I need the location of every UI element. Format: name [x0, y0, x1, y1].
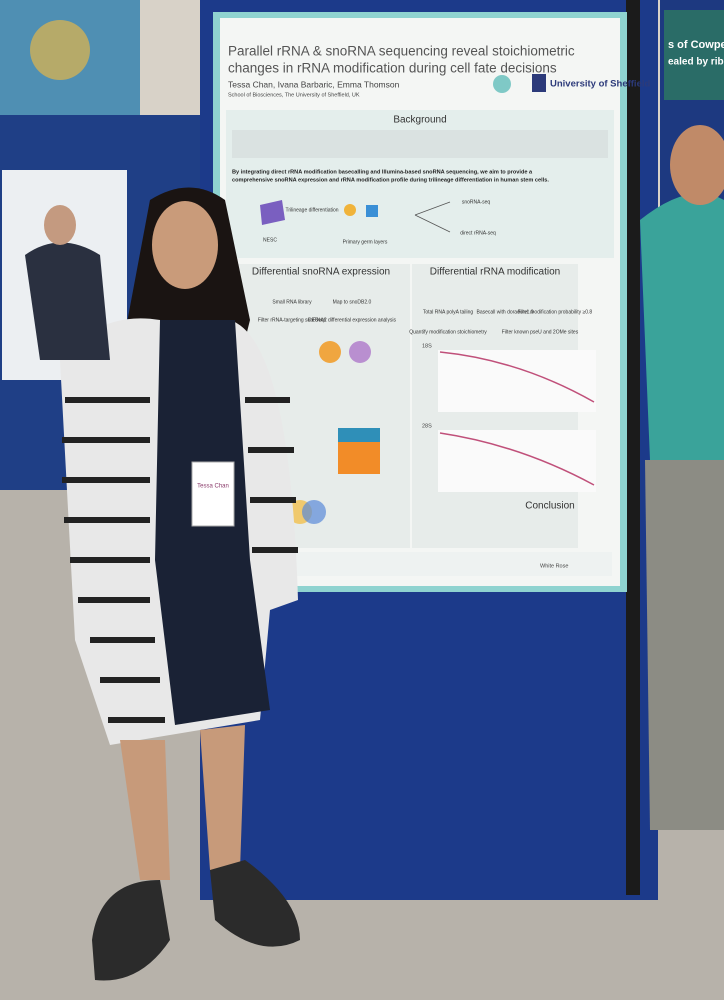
plot-label: 18S	[422, 343, 432, 349]
section-heading: Conclusion	[525, 501, 574, 512]
badge-name: Tessa Chan	[197, 484, 229, 490]
cell-icon	[344, 204, 356, 216]
neighbor-text: s of Cowpe	[668, 39, 724, 51]
name-badge	[191, 461, 235, 527]
face	[152, 201, 218, 289]
diagram-label: Trilineage differentiation	[285, 207, 338, 213]
authors: Tessa Chan, Ivana Barbaric, Emma Thomson	[228, 79, 400, 89]
logo	[493, 75, 511, 93]
cell-icon	[260, 200, 285, 225]
flow-step: Quantify modification stoichiometry	[409, 329, 487, 335]
university: University of Sheffield	[550, 79, 650, 90]
venn	[302, 500, 326, 524]
flow-step: Total RNA polyA tailing	[423, 309, 474, 315]
arrow	[414, 214, 451, 233]
painting-detail	[30, 20, 90, 80]
bystander-face	[44, 205, 76, 245]
diagram-label: NESC	[263, 237, 277, 243]
diagram-label: direct rRNA-seq	[460, 230, 496, 236]
poster-title: changes in rRNA modification during cell…	[228, 61, 557, 76]
diagram-label: Primary germ layers	[343, 239, 388, 245]
logo	[532, 74, 546, 92]
board-frame	[626, 0, 640, 895]
flow-step: DESeq2 differential expression analysis	[308, 317, 397, 323]
poster-title: Parallel rRNA & snoRNA sequencing reveal…	[228, 44, 575, 59]
flow-step: Filter modification probability ≥0.8	[518, 309, 593, 315]
plot-curve	[439, 351, 595, 403]
bystander-face	[670, 125, 724, 205]
bystander	[25, 242, 110, 360]
funder: White Rose	[540, 563, 568, 569]
aim: comprehensive snoRNA expression and rRNA…	[232, 177, 549, 183]
shoes	[92, 860, 300, 981]
pie-chart	[349, 341, 371, 363]
plot	[438, 350, 596, 412]
bystander-trousers	[645, 460, 724, 830]
legs	[120, 725, 245, 880]
plot-label: 28S	[422, 423, 432, 429]
plot	[438, 430, 596, 492]
pie-chart	[319, 341, 341, 363]
cell-icon	[366, 205, 378, 217]
arrow	[414, 201, 451, 216]
stripes	[62, 397, 298, 723]
body-text	[232, 130, 608, 158]
diagram-label: snoRNA-seq	[462, 199, 491, 205]
flow-step: Filter known pseU and 2OMe sites	[502, 329, 579, 335]
bar-chart	[338, 428, 380, 442]
aim: By integrating direct rRNA modification …	[232, 169, 533, 175]
neighbor-poster	[664, 10, 724, 100]
affiliation: School of Biosciences, The University of…	[228, 92, 360, 98]
flow-step: Filter rRNA-targeting snoRNAs	[258, 317, 327, 323]
plot-curve	[439, 432, 595, 486]
bystander-shirt	[640, 193, 724, 461]
section-heading: Differential snoRNA expression	[252, 267, 390, 278]
section-heading: Differential rRNA modification	[430, 267, 560, 278]
flow-step: Map to snoDB2.0	[333, 299, 372, 305]
neighbor-text: ealed by rib	[668, 57, 724, 68]
section-heading: Background	[393, 115, 446, 126]
flow-step: Basecall with dorado v1.0	[477, 309, 534, 315]
flow-step: Small RNA library	[272, 299, 312, 305]
